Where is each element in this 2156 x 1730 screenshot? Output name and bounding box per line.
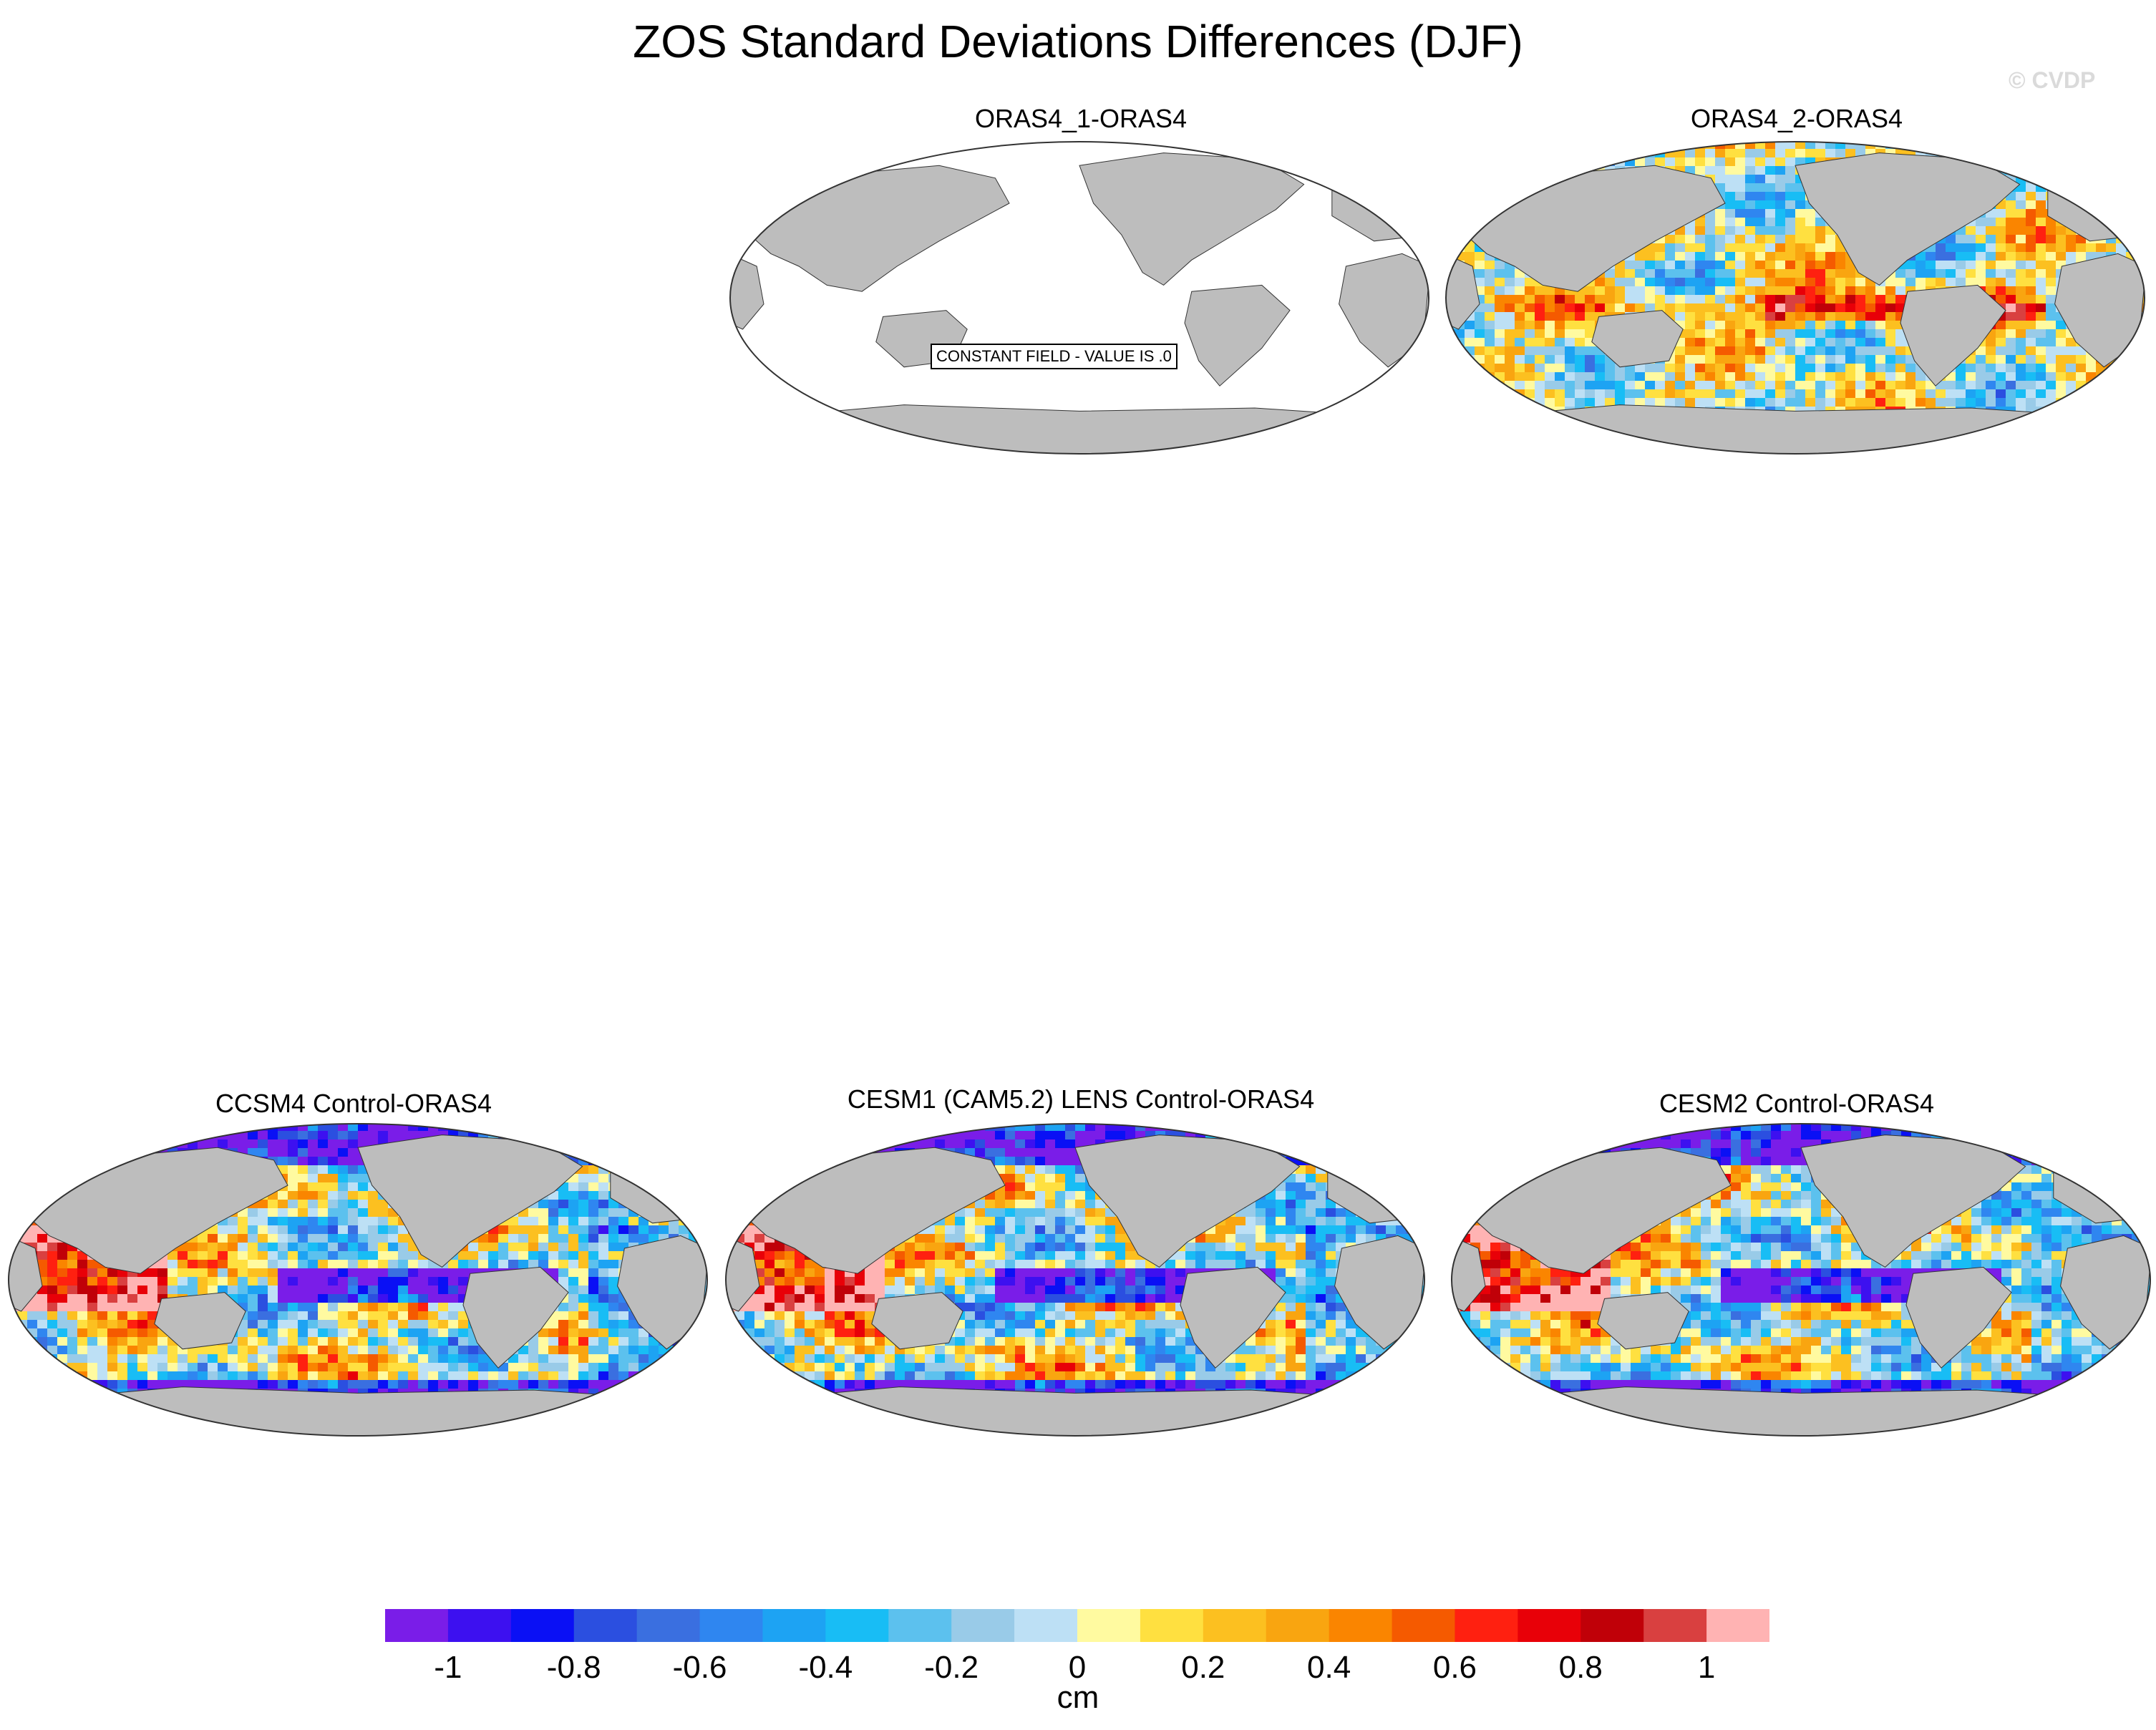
watermark: © CVDP <box>2009 67 2096 93</box>
land-mass <box>1452 1235 1486 1312</box>
land-mass <box>1905 1266 2012 1369</box>
colorbar-swatch <box>573 1609 638 1642</box>
colorbar-swatch <box>1014 1609 1078 1642</box>
land-mass <box>749 165 1010 292</box>
colorbar-swatch <box>510 1609 575 1642</box>
map-border <box>725 1123 1425 1437</box>
land-mass <box>726 1235 760 1312</box>
colorbar-swatch <box>888 1609 952 1642</box>
land-mass <box>1470 1147 1732 1274</box>
land-mass <box>763 404 1396 454</box>
colorbar-swatch <box>1392 1609 1456 1642</box>
colorbar-swatch <box>1455 1609 1518 1642</box>
colorbar <box>385 1609 1769 1642</box>
land-mass <box>9 1235 43 1312</box>
colorbar-tick-label: 0.2 <box>1181 1650 1225 1685</box>
map-panel-cesm1-lens <box>724 1122 1426 1437</box>
constant-field-label: CONSTANT FIELD - VALUE IS .0 <box>931 344 1177 369</box>
colorbar-swatch <box>762 1609 826 1642</box>
land-mass <box>1479 404 2112 454</box>
panel-title-oras4-1: ORAS4_1-ORAS4 <box>974 104 1188 133</box>
map-border <box>1451 1123 2151 1437</box>
colorbar-swatch <box>1643 1609 1707 1642</box>
colorbar-tick-label: 0.4 <box>1307 1650 1351 1685</box>
land-mass <box>871 1292 963 1350</box>
colorbar-swatch <box>636 1609 701 1642</box>
panel-title-cesm2: CESM2 Control-ORAS4 <box>1659 1089 1935 1118</box>
colorbar-tick-label: -1 <box>434 1650 462 1685</box>
land-mass <box>27 1147 288 1274</box>
colorbar-swatch <box>1329 1609 1393 1642</box>
colorbar-swatch <box>699 1609 764 1642</box>
land-mass <box>759 1386 1392 1436</box>
map-border <box>1445 141 2145 455</box>
colorbar-swatch <box>825 1609 889 1642</box>
colorbar-swatch <box>1518 1609 1581 1642</box>
land-mass <box>1446 253 1480 330</box>
land-mass <box>744 1147 1006 1274</box>
colorbar-swatch <box>1140 1609 1204 1642</box>
land-mass <box>154 1292 246 1350</box>
colorbar-unit: cm <box>1057 1680 1099 1715</box>
map-panel-cesm2 <box>1450 1122 2152 1437</box>
land-mass <box>1597 1292 1689 1350</box>
colorbar-tick-label: 0.6 <box>1432 1650 1477 1685</box>
colorbar-tick-label: -0.4 <box>798 1650 853 1685</box>
colorbar-swatch <box>1706 1609 1769 1642</box>
map-panel-oras4-1 <box>729 140 1430 455</box>
colorbar-tick-label: 1 <box>1697 1650 1716 1685</box>
map-border <box>8 1123 708 1437</box>
map-border <box>729 141 1429 455</box>
colorbar-tick-label: -0.2 <box>924 1650 979 1685</box>
land-mass <box>1184 284 1291 387</box>
map-panel-oras4-2 <box>1444 140 2146 455</box>
colorbar-swatch <box>1077 1609 1141 1642</box>
colorbar-tick-label: -0.8 <box>546 1650 601 1685</box>
land-mass <box>42 1386 674 1436</box>
panel-title-oras4-2: ORAS4_2-ORAS4 <box>1690 104 1903 133</box>
panel-title-ccsm4: CCSM4 Control-ORAS4 <box>215 1089 492 1118</box>
colorbar-tick-label: 0 <box>1068 1650 1087 1685</box>
land-mass <box>1591 310 1684 368</box>
land-mass <box>462 1266 569 1369</box>
colorbar-swatch <box>447 1609 512 1642</box>
colorbar-swatch <box>385 1609 449 1642</box>
figure-title: ZOS Standard Deviations Differences (DJF… <box>633 16 1523 67</box>
colorbar-tick-label: -0.6 <box>672 1650 727 1685</box>
land-mass <box>730 253 764 330</box>
colorbar-swatch <box>1203 1609 1267 1642</box>
panel-title-cesm1-lens: CESM1 (CAM5.2) LENS Control-ORAS4 <box>847 1084 1315 1114</box>
land-mass <box>1180 1266 1286 1369</box>
land-mass <box>1465 165 1726 292</box>
colorbar-swatch <box>951 1609 1015 1642</box>
map-panel-ccsm4 <box>7 1122 709 1437</box>
land-mass <box>1485 1386 2117 1436</box>
colorbar-swatch <box>1266 1609 1330 1642</box>
colorbar-tick-label: 0.8 <box>1558 1650 1603 1685</box>
colorbar-swatch <box>1580 1609 1644 1642</box>
land-mass <box>1900 284 2006 387</box>
